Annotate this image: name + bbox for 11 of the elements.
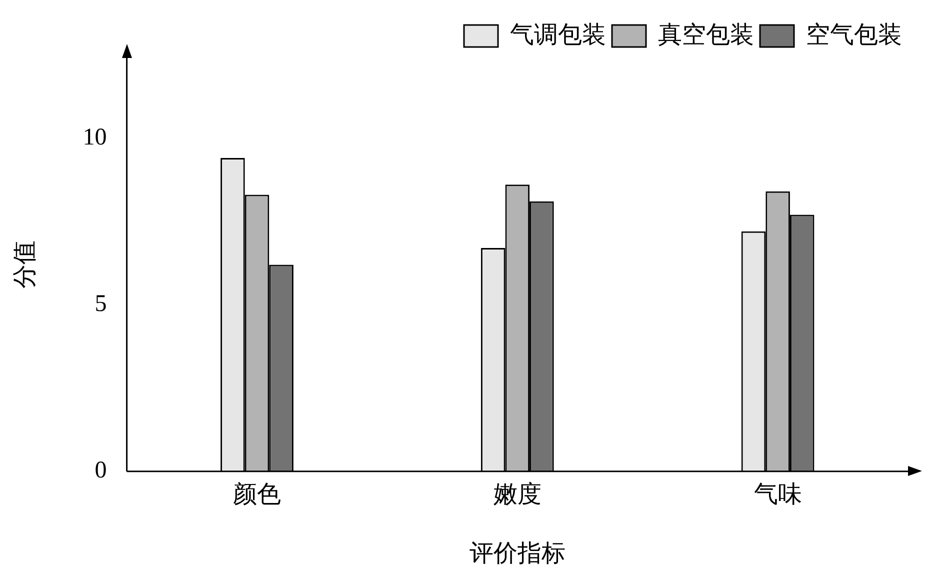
y-tick-label: 10 [82, 124, 107, 150]
x-tick-label: 气味 [754, 482, 802, 508]
x-axis-title: 评价指标 [469, 540, 566, 567]
x-tick-label: 嫩度 [493, 481, 542, 508]
legend-label: 真空包装 [658, 21, 754, 48]
x-tick-label: 颜色 [233, 481, 281, 508]
legend-label: 空气包装 [806, 21, 902, 48]
y-tick-label: 5 [94, 291, 107, 318]
legend-label: 气调包装 [510, 22, 606, 48]
y-axis-title: 分值 [12, 240, 39, 289]
y-tick-label: 0 [94, 458, 107, 484]
